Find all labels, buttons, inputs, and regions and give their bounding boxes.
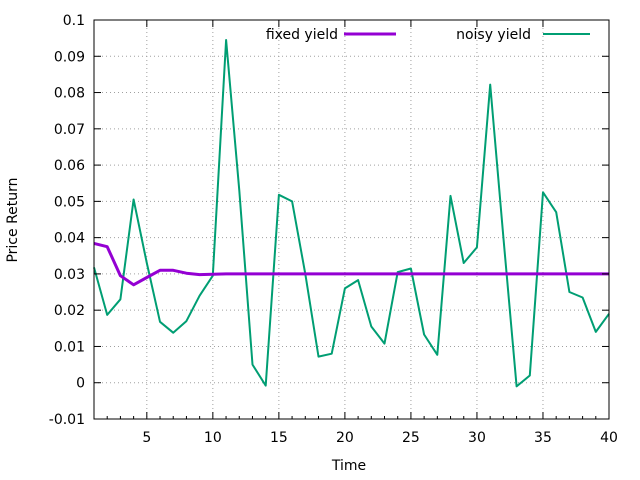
- y-tick-label: 0.02: [54, 303, 85, 319]
- y-tick-label: 0.04: [54, 231, 85, 247]
- y-tick-label: 0.08: [54, 86, 85, 102]
- y-tick-label: 0.03: [54, 267, 85, 283]
- series-noisy-yield-line: [93, 39, 610, 388]
- x-tick-label: 10: [204, 430, 222, 446]
- y-tick-label: 0: [76, 376, 85, 392]
- grid-lines: [94, 20, 609, 419]
- y-tick-label: 0.06: [54, 158, 85, 174]
- series-lines: [93, 39, 610, 388]
- x-tick-label: 40: [600, 430, 618, 446]
- x-tick-label: 5: [142, 430, 151, 446]
- legend: fixed yield noisy yield: [266, 27, 590, 43]
- x-tick-label: 15: [270, 430, 288, 446]
- y-tick-label: 0.09: [54, 49, 85, 65]
- x-axis-label: Time: [331, 458, 366, 474]
- legend-label: noisy yield: [456, 27, 531, 43]
- x-tick-label: 25: [402, 430, 420, 446]
- x-tick-label: 35: [534, 430, 552, 446]
- y-axis-label: Price Return: [5, 177, 21, 262]
- x-tick-label: 30: [468, 430, 486, 446]
- y-tick-label: 0.07: [54, 122, 85, 138]
- y-tick-label: 0.01: [54, 339, 85, 355]
- plot-frame: [93, 19, 610, 420]
- x-tick-label: 20: [336, 430, 354, 446]
- series-fixed-yield-line: [93, 241, 609, 287]
- y-tick-label: 0.05: [54, 194, 85, 210]
- y-tick-label: -0.01: [49, 412, 85, 428]
- legend-label: fixed yield: [266, 27, 338, 43]
- y-tick-label: 0.1: [63, 13, 85, 29]
- axis-ticks: -0.01 0 0.01 0.02 0.03 0.04 0.05 0.06 0.07 0.08 0.…: [49, 13, 618, 446]
